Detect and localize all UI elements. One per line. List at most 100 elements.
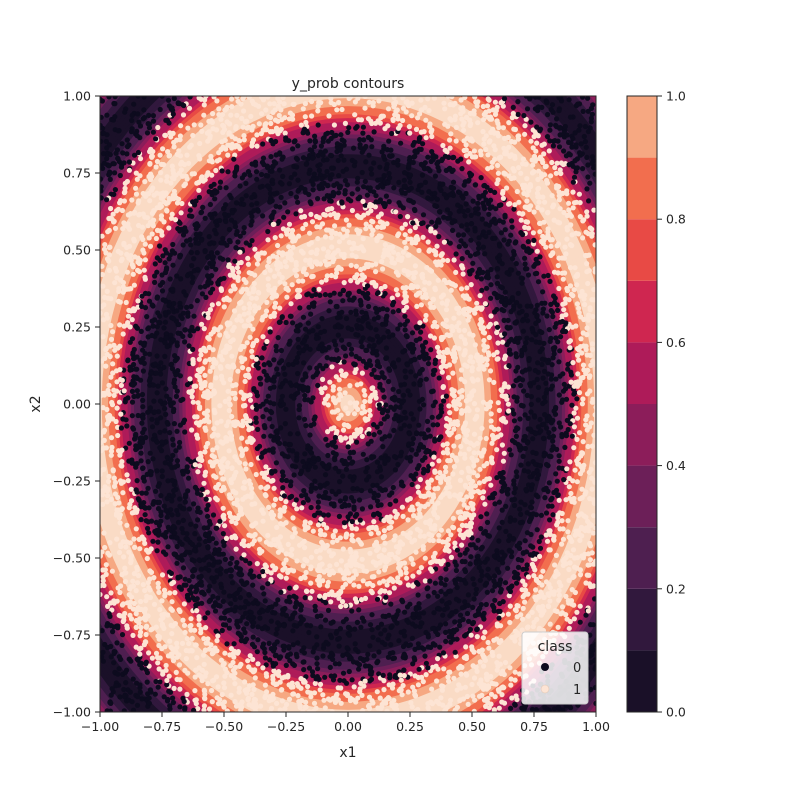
point-class-0 [572,158,578,164]
point-class-1 [246,664,252,670]
point-class-0 [147,351,153,357]
point-class-0 [139,303,145,309]
point-class-1 [425,705,431,711]
point-class-1 [475,473,481,479]
point-class-0 [402,368,408,374]
point-class-1 [263,689,270,695]
point-class-1 [110,211,116,217]
point-class-0 [346,125,352,131]
point-class-0 [500,560,506,566]
point-class-1 [342,523,348,530]
point-class-0 [301,360,307,366]
point-class-1 [502,381,508,387]
point-class-0 [167,703,173,709]
point-class-0 [534,476,540,482]
point-class-0 [550,143,557,149]
point-class-1 [522,131,528,137]
point-class-1 [346,239,352,245]
point-class-0 [297,305,303,311]
point-class-1 [377,695,383,701]
point-class-0 [544,134,551,140]
point-class-0 [272,610,278,616]
point-class-1 [218,418,224,424]
point-class-0 [254,200,260,206]
point-class-1 [466,446,472,452]
point-class-0 [399,400,405,406]
point-class-0 [533,707,539,712]
point-class-1 [414,303,420,309]
point-class-0 [169,366,175,372]
point-class-1 [422,279,428,285]
point-class-1 [126,549,132,555]
point-class-0 [282,421,288,427]
point-class-1 [178,167,184,173]
point-class-0 [578,141,584,147]
point-class-1 [250,326,256,332]
point-class-0 [332,434,338,441]
point-class-0 [275,597,281,603]
point-class-1 [491,379,497,385]
point-class-0 [401,392,407,398]
point-class-0 [181,417,188,423]
point-class-1 [254,143,260,149]
point-class-1 [566,484,572,490]
point-class-1 [584,352,590,358]
point-class-0 [487,495,493,501]
point-class-0 [459,166,465,172]
point-class-0 [491,578,497,584]
point-class-0 [339,200,345,206]
point-class-1 [543,244,549,250]
point-class-0 [291,472,297,478]
point-class-1 [384,708,390,712]
point-class-1 [464,439,470,445]
point-class-1 [131,536,137,542]
point-class-0 [534,302,540,308]
point-class-0 [532,431,539,437]
point-class-1 [540,568,546,574]
point-class-0 [513,469,520,475]
point-class-0 [272,653,278,659]
point-class-1 [231,515,237,521]
point-class-0 [150,538,156,544]
point-class-0 [385,654,391,660]
point-class-0 [328,673,334,679]
point-class-0 [330,189,336,196]
point-class-1 [428,129,434,135]
point-class-0 [385,329,391,335]
point-class-0 [330,656,336,663]
point-class-1 [211,677,217,683]
point-class-0 [386,612,392,618]
point-class-1 [322,234,329,240]
point-class-0 [349,460,355,466]
point-class-0 [550,438,556,444]
point-class-0 [381,143,387,149]
point-class-1 [447,484,453,490]
point-class-0 [277,167,283,173]
point-class-0 [398,140,404,146]
point-class-1 [513,608,519,614]
point-class-1 [348,278,354,284]
point-class-1 [133,191,140,197]
point-class-1 [119,463,125,469]
point-class-1 [354,279,361,285]
point-class-1 [499,692,505,698]
point-class-0 [501,301,507,307]
point-class-1 [579,401,586,407]
point-class-1 [391,96,397,100]
point-class-1 [579,495,585,501]
point-class-0 [153,488,159,494]
point-class-0 [124,137,130,143]
point-class-1 [409,100,415,106]
point-class-0 [431,610,437,616]
point-class-1 [485,401,491,407]
point-class-0 [343,315,350,322]
point-class-1 [100,310,103,316]
point-class-0 [187,207,193,213]
point-class-1 [367,412,373,418]
point-class-0 [494,324,501,330]
point-class-0 [101,130,107,136]
point-class-1 [133,185,139,191]
point-class-0 [515,99,521,105]
point-class-1 [455,396,462,403]
point-class-0 [197,574,204,580]
